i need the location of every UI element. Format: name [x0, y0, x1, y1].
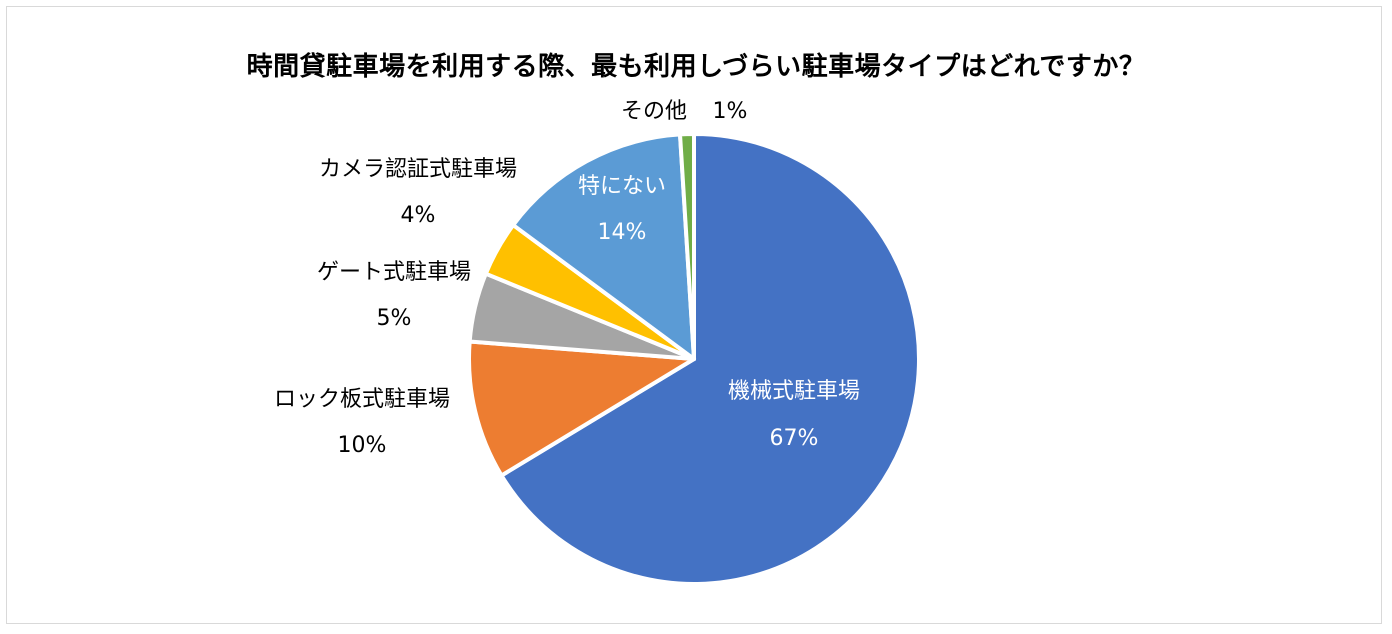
slice-4 — [511, 132, 696, 361]
slice-name-label: ロック板式駐車場 — [274, 387, 450, 412]
slice-value-label: 4% — [401, 203, 436, 228]
slice-name-label: カメラ認証式駐車場 — [319, 157, 517, 182]
slice-value-label: 14% — [598, 220, 647, 245]
slice-name-label: 機械式駐車場 — [728, 379, 860, 404]
slice-value-label: 1% — [713, 99, 748, 124]
slice-value-label: 5% — [377, 306, 412, 331]
slice-0 — [499, 132, 921, 586]
chart-title: 時間貸駐車場を利用する際、最も利用しづらい駐車場タイプはどれですか？ — [246, 52, 1146, 82]
slice-value-label: 10% — [338, 433, 387, 458]
slice-name-label: 特にない — [578, 174, 666, 199]
slice-name-label: その他 — [621, 99, 687, 124]
slice-name-label: ゲート式駐車場 — [317, 260, 471, 285]
slice-value-label: 67% — [770, 426, 819, 451]
slice-1 — [467, 339, 696, 478]
slice-5 — [678, 132, 696, 361]
